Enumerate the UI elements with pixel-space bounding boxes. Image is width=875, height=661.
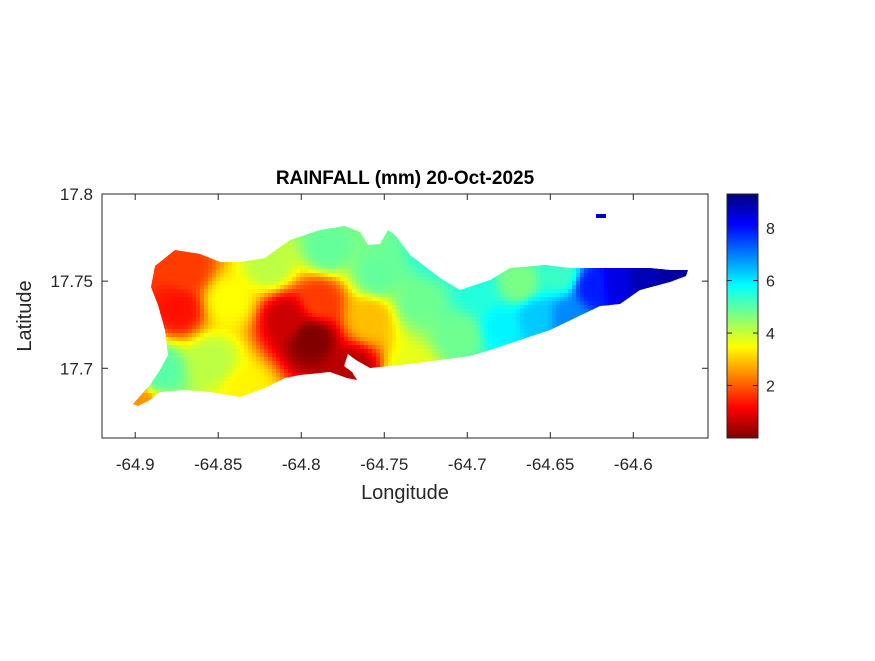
- colorbar: 2 4 6 8: [727, 194, 775, 438]
- x-tick-label: -64.6: [614, 455, 653, 474]
- y-tick-label: 17.8: [60, 185, 93, 204]
- x-tick-label: -64.85: [194, 455, 242, 474]
- colorbar-tick-label: 8: [766, 221, 775, 238]
- x-tick-label: -64.65: [526, 455, 574, 474]
- chart-title: RAINFALL (mm) 20-Oct-2025: [276, 168, 535, 189]
- colorbar-scale: [727, 194, 758, 438]
- y-axis-label: Latitude: [14, 280, 36, 351]
- x-tick-label: -64.75: [360, 455, 408, 474]
- x-tick-label: -64.9: [116, 455, 155, 474]
- colorbar-tick-label: 2: [766, 379, 775, 396]
- y-tick-label: 17.75: [50, 272, 93, 291]
- colorbar-tick-label: 4: [766, 326, 775, 343]
- y-tick-label: 17.7: [60, 359, 93, 378]
- colorbar-tick-label: 6: [766, 274, 775, 291]
- x-axis-label: Longitude: [361, 482, 449, 504]
- x-tick-label: -64.8: [282, 455, 321, 474]
- x-tick-label: -64.7: [448, 455, 487, 474]
